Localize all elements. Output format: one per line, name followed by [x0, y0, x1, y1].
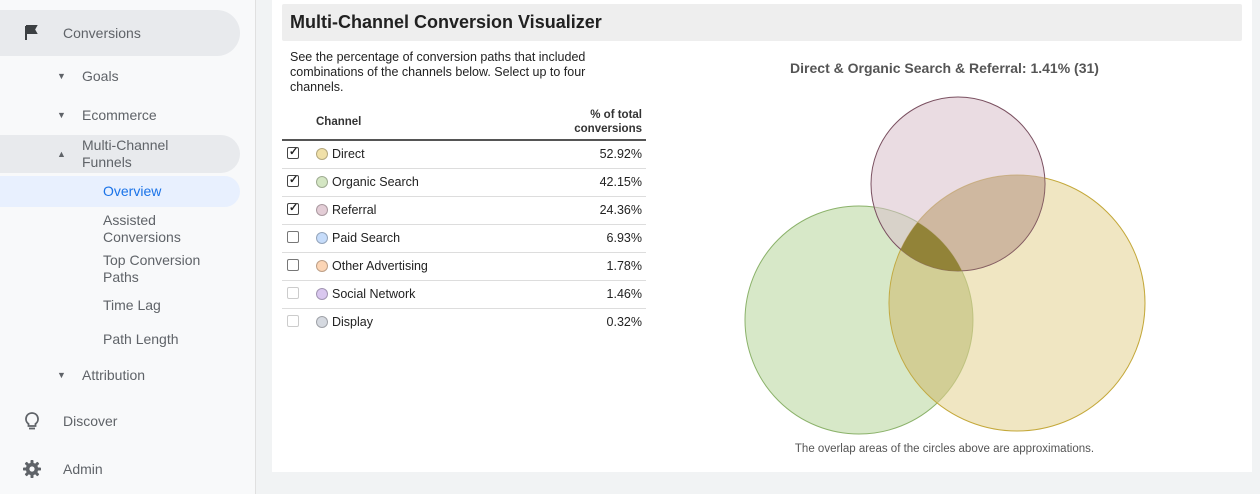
channel-header[interactable]: Channel: [316, 104, 526, 141]
nav-top-conversion-paths[interactable]: Top Conversion Paths: [0, 251, 240, 287]
channel-pct: 24.36%: [526, 196, 646, 225]
channel-pct: 6.93%: [526, 224, 646, 253]
channel-swatch: [316, 260, 328, 272]
nav-time-lag[interactable]: Time Lag: [0, 293, 240, 317]
nav-top-paths-label: Top Conversion Paths: [103, 252, 201, 285]
nav-discover[interactable]: Discover: [0, 398, 240, 444]
channel-pct: 42.15%: [526, 168, 646, 197]
nav-discover-label: Discover: [63, 413, 118, 429]
channel-swatch: [316, 288, 328, 300]
channel-name: Display: [332, 315, 373, 330]
channel-name: Referral: [332, 203, 377, 217]
nav-overview-label: Overview: [103, 183, 162, 199]
gear-icon: [22, 459, 42, 479]
channel-cell: Direct: [316, 140, 526, 169]
channel-cell: Organic Search: [316, 168, 526, 197]
venn-overlap-region: [889, 175, 1045, 271]
channel-checkbox-social-network[interactable]: [287, 286, 299, 299]
nav-ecommerce[interactable]: ▼ Ecommerce: [0, 97, 240, 133]
nav-goals[interactable]: ▼ Goals: [0, 58, 240, 94]
channel-cell: Other Advertising: [316, 252, 526, 281]
caret-up-icon: ▲: [57, 148, 66, 159]
nav-attribution[interactable]: ▼ Attribution: [0, 357, 240, 393]
page-title: Multi-Channel Conversion Visualizer: [290, 12, 602, 32]
channel-name: Social Network: [332, 287, 416, 301]
channel-swatch: [316, 204, 328, 216]
channel-checkbox-other-advertising[interactable]: [287, 258, 299, 271]
channel-cell: Social Network: [316, 280, 526, 309]
table-row: Display 0.32%: [282, 308, 646, 336]
pct-header[interactable]: % of total conversions: [526, 104, 646, 141]
main-panel: Multi-Channel Conversion Visualizer See …: [272, 0, 1252, 472]
nav-ecommerce-label: Ecommerce: [82, 107, 157, 123]
nav-path-length[interactable]: Path Length: [0, 327, 240, 351]
channel-cell: Referral: [316, 196, 526, 225]
venn-diagram: [744, 96, 1146, 435]
channel-swatch: [316, 316, 328, 329]
nav-assisted-label: Assisted Conversions: [103, 212, 181, 245]
channel-checkbox-direct[interactable]: [287, 145, 299, 159]
table-row: Organic Search 42.15%: [282, 168, 646, 197]
channel-checkbox-display[interactable]: [287, 314, 299, 327]
nav-multi-channel-funnels[interactable]: ▲ Multi-Channel Funnels: [0, 135, 240, 173]
flag-icon: [22, 23, 42, 43]
channel-swatch: [316, 232, 328, 244]
nav-admin-label: Admin: [63, 461, 103, 477]
title-bar: Multi-Channel Conversion Visualizer: [282, 4, 1242, 41]
channel-name: Paid Search: [332, 231, 401, 245]
channel-cell: Display: [316, 308, 526, 336]
channel-name: Organic Search: [332, 175, 419, 189]
channel-table: Channel % of total conversions Direct 52…: [282, 104, 646, 336]
description-text: See the percentage of conversion paths t…: [290, 50, 586, 94]
nav-attribution-label: Attribution: [82, 367, 146, 383]
nav-multi-channel-label: Multi-Channel Funnels: [82, 137, 169, 170]
table-row: Other Advertising 1.78%: [282, 252, 646, 281]
channel-swatch: [316, 176, 328, 188]
channel-swatch: [316, 148, 328, 161]
venn-title: Direct & Organic Search & Referral: 1.41…: [790, 60, 1099, 76]
channel-checkbox-referral[interactable]: [287, 201, 299, 215]
caret-down-icon: ▼: [57, 110, 66, 120]
channel-checkbox-paid-search[interactable]: [287, 230, 299, 243]
lightbulb-icon: [22, 411, 42, 431]
channel-pct: 52.92%: [526, 140, 646, 169]
caret-down-icon: ▼: [57, 370, 66, 380]
channel-name: Other Advertising: [332, 259, 428, 273]
nav-overview[interactable]: Overview: [0, 176, 240, 207]
channel-pct: 1.46%: [526, 280, 646, 309]
sidebar: Conversions ▼ Goals ▼ Ecommerce ▲ Multi-…: [0, 0, 256, 494]
nav-time-lag-label: Time Lag: [103, 296, 161, 313]
table-row: Direct 52.92%: [282, 140, 646, 169]
channel-pct: 1.78%: [526, 252, 646, 281]
channel-cell: Paid Search: [316, 224, 526, 253]
nav-goals-label: Goals: [82, 68, 119, 84]
nav-conversions[interactable]: Conversions: [0, 10, 240, 56]
table-row: Paid Search 6.93%: [282, 224, 646, 253]
nav-admin[interactable]: Admin: [0, 446, 240, 492]
nav-assisted-conversions[interactable]: Assisted Conversions: [0, 211, 240, 247]
table-row: Social Network 1.46%: [282, 280, 646, 309]
venn-note: The overlap areas of the circles above a…: [794, 443, 1095, 455]
nav-path-length-label: Path Length: [103, 330, 179, 347]
channel-name: Direct: [332, 147, 365, 162]
nav-conversions-label: Conversions: [63, 25, 141, 41]
channel-pct: 0.32%: [606, 315, 642, 330]
checkbox-header: [282, 104, 316, 141]
caret-down-icon: ▼: [57, 71, 66, 81]
table-row: Referral 24.36%: [282, 196, 646, 225]
channel-checkbox-organic-search[interactable]: [287, 173, 299, 187]
